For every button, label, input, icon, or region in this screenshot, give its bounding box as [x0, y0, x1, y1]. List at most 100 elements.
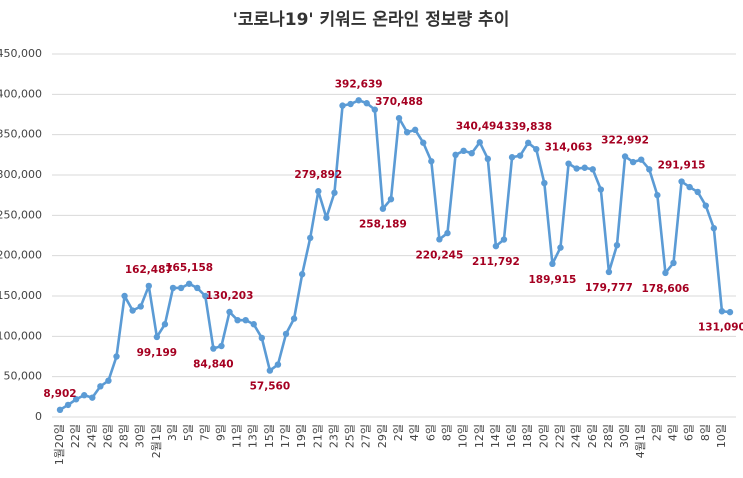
data-point — [420, 139, 427, 146]
data-point — [436, 236, 443, 243]
data-point — [621, 153, 629, 160]
data-point — [476, 139, 483, 146]
y-tick-label: 0 — [35, 410, 42, 423]
data-point — [355, 97, 362, 104]
data-point — [557, 244, 564, 251]
data-point — [81, 392, 88, 399]
data-point — [654, 191, 661, 199]
x-tick-label: 6일 — [682, 424, 696, 441]
x-tick-label: 17일 — [278, 424, 292, 448]
data-point — [718, 308, 726, 315]
data-point — [726, 308, 734, 316]
data-label: 189,915 — [528, 274, 576, 286]
data-point — [153, 333, 161, 341]
data-point — [89, 394, 96, 401]
data-label: 291,915 — [658, 160, 706, 172]
data-point — [64, 401, 72, 409]
data-point — [129, 307, 136, 314]
data-point — [605, 268, 613, 276]
data-label: 322,992 — [601, 134, 649, 146]
x-tick-label: 24일 — [84, 424, 98, 448]
y-tick-label: 350,000 — [0, 128, 42, 141]
chart-title: '코로나19' 키워드 온라인 정보량 추이 — [233, 10, 510, 30]
x-tick-label: 15일 — [262, 424, 276, 448]
x-tick-label: 23일 — [326, 424, 340, 448]
data-point — [137, 303, 144, 310]
x-tick-label: 11일 — [230, 424, 244, 448]
data-point — [597, 186, 605, 193]
x-tick-label: 25일 — [343, 424, 357, 448]
y-tick-label: 250,000 — [0, 208, 42, 221]
data-point — [282, 330, 290, 338]
data-point — [363, 100, 370, 107]
data-point — [533, 145, 540, 153]
data-label: 162,487 — [125, 264, 173, 276]
data-point — [72, 396, 80, 403]
x-tick-label: 28일 — [601, 424, 615, 448]
data-point — [428, 158, 435, 165]
data-point — [121, 292, 128, 300]
x-tick-label: 18일 — [520, 424, 534, 448]
x-tick-label: 24일 — [569, 424, 583, 448]
x-tick-label: 16일 — [504, 424, 518, 448]
data-point — [492, 242, 500, 250]
x-tick-label: 8일 — [439, 424, 453, 441]
data-label: 370,488 — [375, 96, 423, 108]
data-label: 314,063 — [545, 142, 593, 154]
data-label: 165,158 — [165, 262, 213, 274]
data-point — [646, 166, 653, 173]
data-point — [662, 269, 669, 277]
data-point — [339, 102, 346, 109]
y-tick-label: 100,000 — [0, 329, 42, 342]
data-point — [298, 271, 306, 278]
y-tick-label: 200,000 — [0, 249, 42, 262]
x-tick-label: 30일 — [617, 424, 631, 448]
y-tick-label: 150,000 — [0, 289, 42, 302]
data-label: 340,494 — [456, 120, 504, 132]
x-tick-label: 22일 — [68, 424, 82, 448]
data-label: 258,189 — [359, 219, 407, 231]
data-point — [258, 334, 266, 342]
data-point — [97, 383, 104, 390]
x-tick-label: 9일 — [213, 424, 227, 441]
data-point — [242, 317, 249, 324]
data-label: 178,606 — [642, 283, 690, 295]
data-point — [508, 154, 516, 161]
data-point — [266, 367, 274, 374]
x-tick-label: 20일 — [536, 424, 550, 448]
data-point — [113, 353, 120, 360]
data-point — [234, 317, 241, 324]
x-tick-label: 27일 — [359, 424, 373, 448]
data-point — [549, 260, 556, 268]
data-point — [347, 100, 354, 108]
data-point — [678, 178, 685, 185]
x-tick-label: 7일 — [197, 424, 211, 441]
data-point — [177, 284, 185, 292]
data-point — [589, 166, 596, 173]
data-label: 57,560 — [250, 381, 291, 393]
data-point — [250, 321, 257, 328]
data-label: 179,777 — [585, 282, 633, 294]
data-point — [371, 106, 379, 113]
data-point — [145, 282, 152, 290]
x-tick-label: 4월1일 — [633, 424, 647, 458]
data-point — [565, 160, 572, 167]
x-tick-label: 22일 — [552, 424, 566, 448]
data-point — [307, 234, 314, 242]
x-tick-label: 10일 — [714, 424, 728, 448]
data-label: 99,199 — [137, 347, 178, 359]
data-point — [387, 196, 395, 203]
data-label: 8,902 — [43, 388, 76, 400]
data-point — [452, 151, 459, 159]
data-point — [638, 156, 645, 163]
y-tick-label: 400,000 — [0, 87, 42, 100]
data-label: 339,838 — [504, 121, 552, 133]
data-point — [516, 152, 524, 159]
x-tick-label: 3일 — [165, 424, 179, 441]
x-tick-label: 8일 — [698, 424, 712, 441]
data-point — [460, 147, 467, 154]
y-tick-label: 50,000 — [4, 370, 43, 383]
data-point — [484, 155, 492, 163]
data-point — [524, 139, 532, 147]
